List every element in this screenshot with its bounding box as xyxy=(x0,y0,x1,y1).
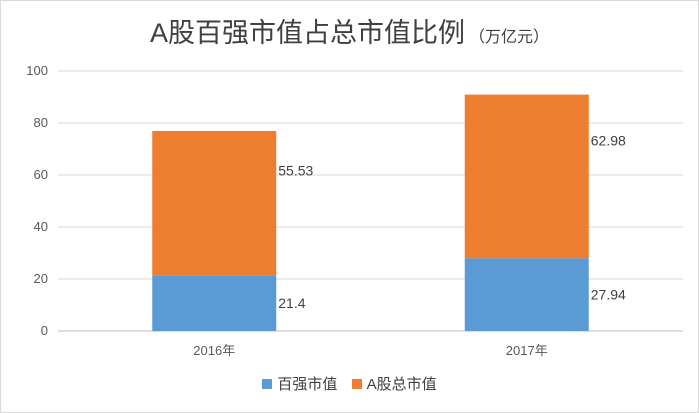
bar-0-series-1 xyxy=(152,130,277,276)
bar-1-series-0 xyxy=(464,258,589,331)
y-tick-label-3: 60 xyxy=(34,167,48,182)
data-label-0-series-1: 55.53 xyxy=(278,163,313,179)
legend-label-series-0: 百强市值 xyxy=(277,376,338,393)
x-tick-label-1: 2017年 xyxy=(506,343,548,358)
legend-swatch-series-1 xyxy=(351,378,362,389)
y-tick-label-4: 80 xyxy=(34,115,48,130)
chart-title: A股百强市值占总市值比例 （万亿元） xyxy=(1,11,698,51)
bar-1-series-1 xyxy=(464,94,589,259)
y-tick-label-1: 20 xyxy=(34,271,48,286)
x-tick-label-0: 2016年 xyxy=(193,343,235,358)
y-tick-label-5: 100 xyxy=(26,63,48,78)
bar-0-series-0 xyxy=(152,275,277,331)
chart-title-main: A股百强市值占总市值比例 xyxy=(149,18,465,48)
data-label-0-series-0: 21.4 xyxy=(278,295,305,311)
legend-item-series-0: 百强市值 xyxy=(262,373,337,394)
chart-legend: 百强市值 A股总市值 xyxy=(1,373,698,394)
y-tick-label-2: 40 xyxy=(34,219,48,234)
legend-item-series-1: A股总市值 xyxy=(351,373,437,394)
chart-title-unit: （万亿元） xyxy=(469,29,550,46)
y-tick-label-0: 0 xyxy=(41,323,48,338)
data-label-1-series-1: 62.98 xyxy=(591,132,626,148)
legend-label-series-1: A股总市值 xyxy=(366,376,437,393)
data-label-1-series-0: 27.94 xyxy=(591,287,626,303)
legend-swatch-series-0 xyxy=(262,378,273,389)
